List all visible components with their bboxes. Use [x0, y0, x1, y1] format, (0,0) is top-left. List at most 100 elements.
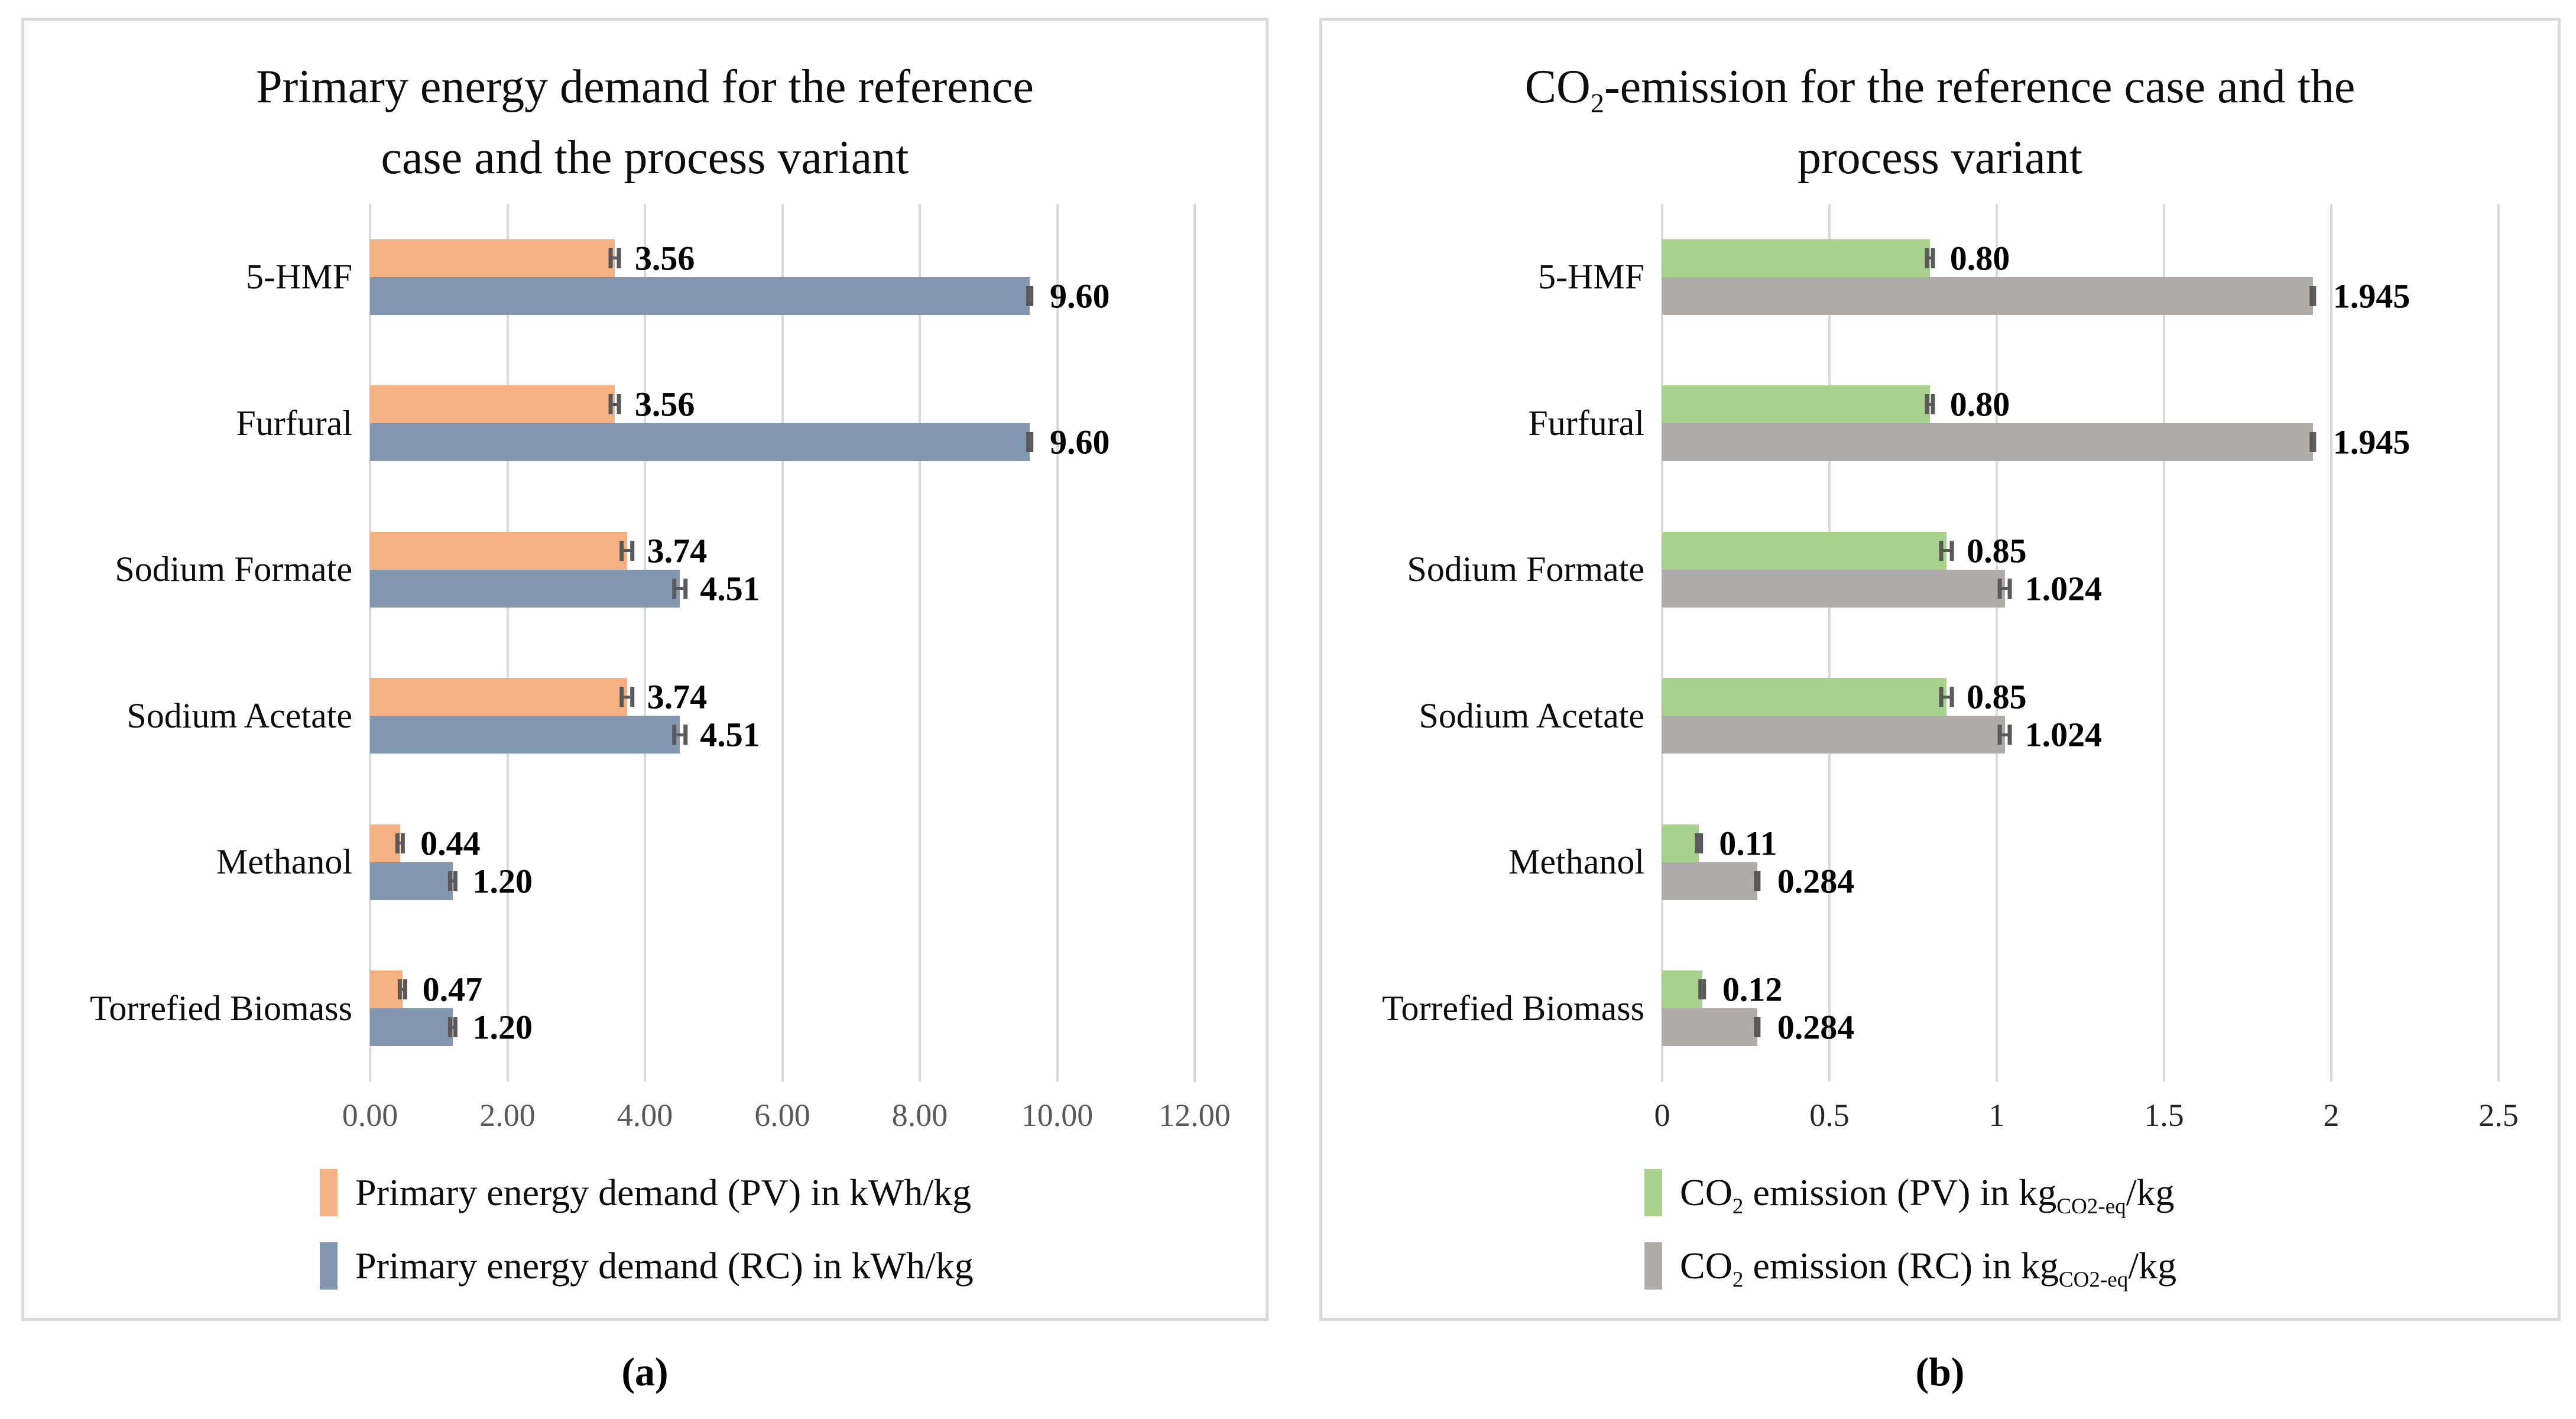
- bar-pv-torrefied-biomass: 0.12: [1662, 970, 1782, 1009]
- x-axis: 0 0.5 1 1.5 2 2.5: [1654, 1082, 2519, 1141]
- error-bar: [1698, 979, 1706, 1000]
- x-tick-label: 8.00: [891, 1097, 948, 1133]
- gridline: [919, 204, 921, 1082]
- bar-pv-methanol: 0.44: [370, 824, 481, 862]
- value-label: 0.80: [1949, 385, 2010, 424]
- gridline: [2497, 204, 2500, 1082]
- x-tick-label: 0.00: [342, 1097, 398, 1133]
- x-tick-label: 10.00: [1021, 1097, 1094, 1133]
- chart-panel-b: CO2-emission for the reference case and …: [1319, 18, 2561, 1321]
- chart-row-sodium-formate: Sodium Formate 3.74 4.51: [24, 496, 1266, 643]
- gridlines: [1661, 204, 2500, 1082]
- bar-pv-sodium-formate: 0.85: [1662, 531, 2027, 570]
- bar-rc-sodium-acetate: 1.024: [1662, 716, 2102, 754]
- error-bar: [619, 540, 635, 561]
- bar-rc-torrefied-biomass: 1.20: [370, 1008, 533, 1047]
- category-label: Furfural: [236, 403, 352, 443]
- value-label: 3.56: [634, 385, 695, 424]
- x-tick-label: 1: [1988, 1097, 2005, 1133]
- value-label: 0.11: [1719, 824, 1777, 863]
- gridline: [2163, 204, 2165, 1082]
- bars-area: 3.74 4.51: [370, 643, 1195, 790]
- gridline: [369, 204, 371, 1082]
- bar-rc-5-hmf: 9.60: [370, 277, 1110, 315]
- category-label: Torrefied Biomass: [1381, 988, 1644, 1028]
- value-label: 3.74: [647, 677, 708, 716]
- error-bar: [447, 871, 458, 891]
- gridline: [506, 204, 509, 1082]
- text-part: CO: [1680, 1245, 1733, 1287]
- subscript-text: 2: [1732, 1194, 1744, 1219]
- gridline: [781, 204, 784, 1082]
- category-label: Torrefied Biomass: [89, 988, 352, 1028]
- error-bar: [2309, 285, 2317, 306]
- legend-swatch: [320, 1169, 338, 1216]
- bars-area: 3.74 4.51: [370, 496, 1195, 643]
- legend-item-rc: CO2 emission (RC) in kgCO2-eq/kg: [1644, 1242, 2558, 1291]
- bar-rc-torrefied-biomass: 0.284: [1662, 1008, 1854, 1047]
- bars-area: 0.80 1.945: [1662, 350, 2499, 497]
- error-bar: [608, 248, 621, 268]
- chart-rows: 5-HMF 0.80 1.945 Furfural 0.80 1.945 Sodium Fo…: [1322, 204, 2558, 1082]
- bar-rc-sodium-acetate: 4.51: [370, 716, 760, 754]
- error-bar: [1695, 833, 1704, 853]
- bar-rc-sodium-formate: 4.51: [370, 569, 760, 608]
- legend: Primary energy demand (PV) in kWh/kg Prim…: [320, 1169, 1266, 1290]
- legend-swatch: [1644, 1242, 1662, 1290]
- legend-label: Primary energy demand (RC) in kWh/kg: [355, 1244, 974, 1288]
- gridline: [1828, 204, 1831, 1082]
- chart-row-sodium-acetate: Sodium Acetate 0.85 1.024: [1322, 643, 2558, 790]
- chart-panel-a: Primary energy demand for the reference c…: [21, 18, 1268, 1321]
- text-part: emission (PV) in kg: [1743, 1171, 2057, 1213]
- value-label: 9.60: [1050, 277, 1110, 316]
- bar-pv-sodium-acetate: 0.85: [1662, 678, 2027, 716]
- chart-title-line: process variant: [1340, 122, 2540, 193]
- value-label: 0.47: [422, 970, 483, 1009]
- legend: CO2 emission (PV) in kgCO2-eq/kg CO2 emis…: [1644, 1169, 2558, 1291]
- bar-pv-sodium-acetate: 3.74: [370, 678, 707, 716]
- error-bar: [1997, 578, 2013, 599]
- category-label: Methanol: [216, 842, 352, 882]
- x-tick-label: 2.00: [479, 1097, 536, 1133]
- chart-row-sodium-acetate: Sodium Acetate 3.74 4.51: [24, 643, 1266, 790]
- legend-label: CO2 emission (RC) in kgCO2-eq/kg: [1680, 1244, 2176, 1291]
- value-label: 1.945: [2332, 277, 2410, 316]
- value-label: 1.20: [472, 862, 533, 901]
- error-bar: [608, 394, 621, 415]
- bars-area: 0.80 1.945: [1662, 204, 2499, 350]
- legend-label: CO2 emission (PV) in kgCO2-eq/kg: [1680, 1171, 2175, 1217]
- legend-item-rc: Primary energy demand (RC) in kWh/kg: [320, 1242, 1266, 1290]
- subscript-text: 2: [1732, 1267, 1744, 1292]
- bar-pv-furfural: 3.56: [370, 385, 695, 424]
- chart-row-torrefied-biomass: Torrefied Biomass 0.47 1.20: [24, 936, 1266, 1082]
- category-label: Sodium Formate: [1407, 550, 1644, 589]
- category-label: 5-HMF: [1537, 257, 1644, 297]
- value-label: 4.51: [700, 715, 760, 754]
- gridline: [1193, 204, 1196, 1082]
- gridline: [2330, 204, 2332, 1082]
- text-part: Primary energy demand for the reference: [256, 61, 1034, 113]
- legend-swatch: [320, 1242, 338, 1290]
- value-label: 1.024: [2025, 715, 2103, 754]
- text-part: Primary energy demand (PV) in kWh/kg: [355, 1171, 972, 1213]
- gridlines: [369, 204, 1196, 1082]
- subscript-text: CO2-eq: [2056, 1194, 2126, 1219]
- bar-pv-5-hmf: 0.80: [1662, 239, 2010, 277]
- bars-area: 0.11 0.284: [1662, 789, 2499, 936]
- chart-title-line: case and the process variant: [42, 122, 1248, 193]
- text-part: /kg: [2126, 1171, 2175, 1213]
- category-label: Sodium Acetate: [126, 696, 352, 735]
- error-bar: [619, 687, 635, 707]
- chart-rows: 5-HMF 3.56 9.60 Furfural 3.56 9.60 Sodium Form…: [24, 204, 1266, 1082]
- x-tick-label: 6.00: [754, 1097, 810, 1133]
- error-bar: [1925, 248, 1935, 268]
- bar-pv-furfural: 0.80: [1662, 385, 2010, 424]
- bar-rc-methanol: 0.284: [1662, 862, 1854, 900]
- error-bar: [1754, 871, 1761, 891]
- bar-rc-furfural: 1.945: [1662, 423, 2410, 462]
- subscript-text: 2: [1590, 89, 1604, 119]
- bar-rc-methanol: 1.20: [370, 862, 533, 900]
- x-tick-label: 12.00: [1159, 1097, 1231, 1133]
- bars-area: 0.44 1.20: [370, 789, 1195, 936]
- bar-pv-sodium-formate: 3.74: [370, 531, 707, 570]
